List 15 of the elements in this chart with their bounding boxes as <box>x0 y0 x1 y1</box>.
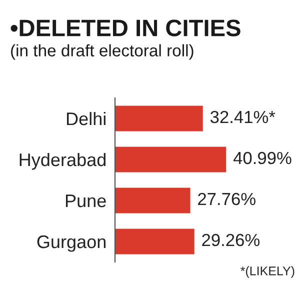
data-label: 40.99% <box>233 152 292 164</box>
chart-title: •DELETED IN CITIES <box>10 20 240 36</box>
bar <box>115 146 226 172</box>
y-tick-label: Pune <box>66 194 106 208</box>
y-tick-label: Gurgaon <box>37 235 106 252</box>
data-label: 27.76% <box>198 192 256 206</box>
bar <box>115 106 203 132</box>
bar <box>115 188 190 214</box>
bar <box>115 228 194 254</box>
chart-subtitle: (in the draft electoral roll) <box>11 44 194 60</box>
data-label: 29.26% <box>202 234 260 246</box>
y-tick-label: Hyderabad <box>20 152 106 170</box>
text: *(LIKELY) <box>240 266 294 278</box>
y-tick-label: Delhi <box>67 112 106 126</box>
data-label: 32.41%* <box>210 110 276 124</box>
